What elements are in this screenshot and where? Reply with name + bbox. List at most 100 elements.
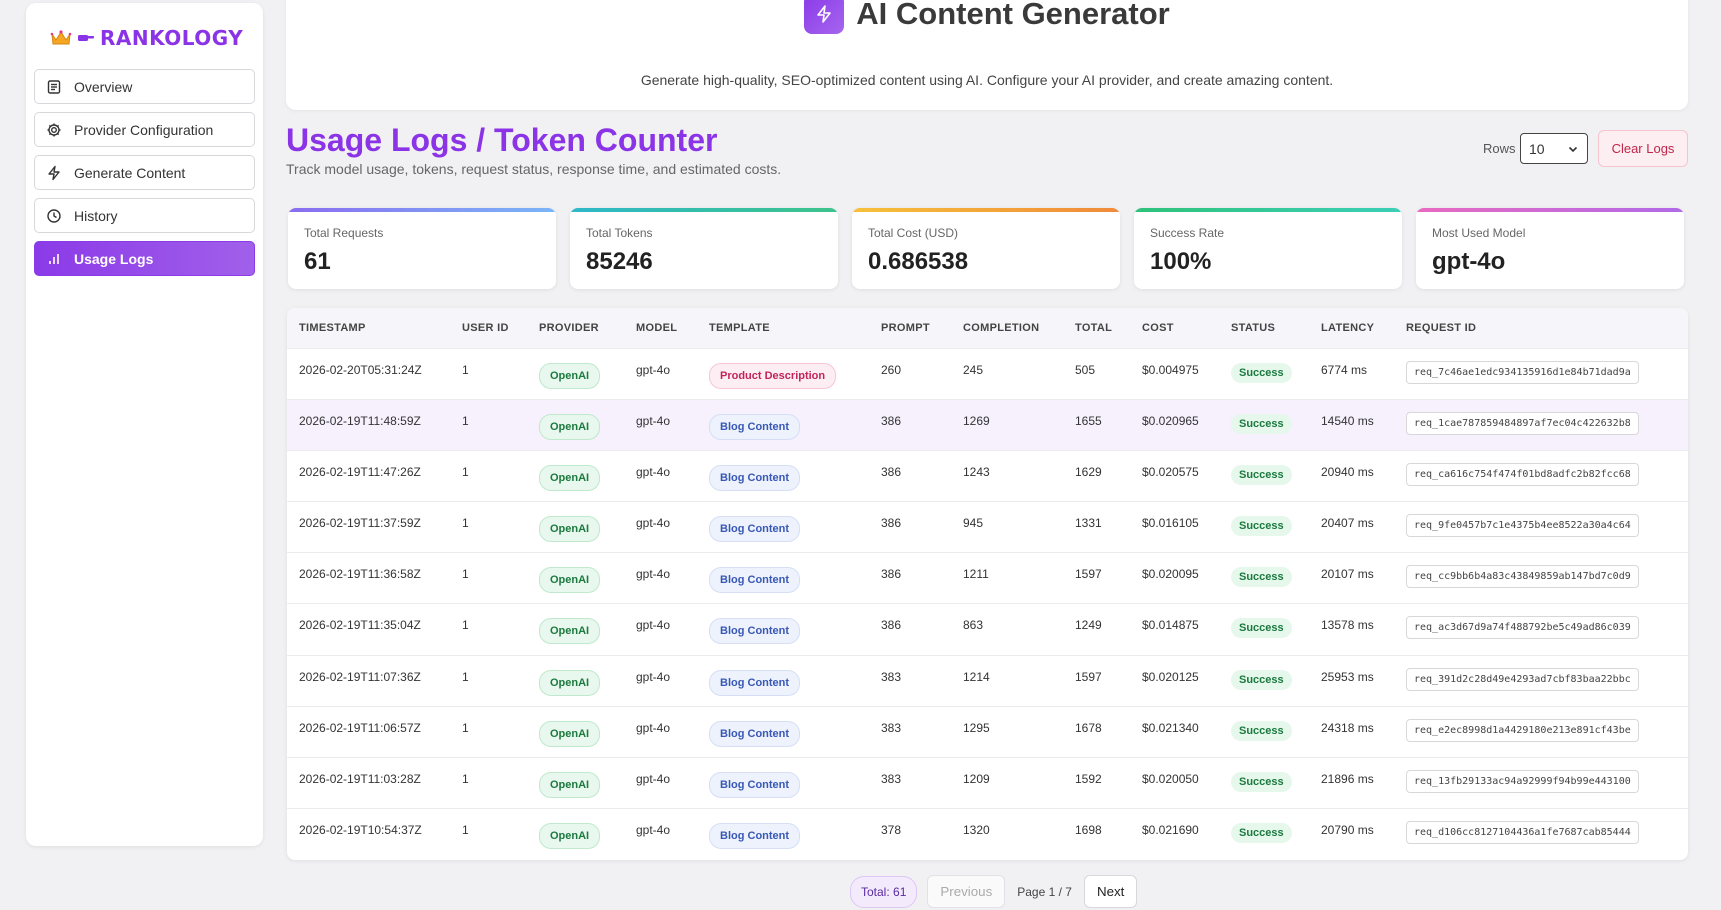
column-header-total[interactable]: TOTAL [1075, 321, 1113, 334]
sidebar-item-overview[interactable]: Overview [34, 69, 255, 104]
table-row[interactable]: 2026-02-19T11:07:36Z 1 OpenAI gpt-4o Blog Co… [287, 655, 1688, 706]
cell-prompt: 386 [881, 516, 902, 531]
status-badge: Success [1231, 567, 1292, 588]
brand-name: RANKOLOGY [100, 26, 244, 50]
cell-cost: $0.020965 [1142, 413, 1199, 428]
cell-status: Success [1219, 348, 1309, 399]
provider-badge: OpenAI [539, 720, 601, 747]
table-row[interactable]: 2026-02-19T11:35:04Z 1 OpenAI gpt-4o Blog Co… [287, 603, 1688, 655]
column-header-timestamp[interactable]: TIMESTAMP [299, 321, 366, 334]
table-row[interactable]: 2026-02-19T11:47:26Z 1 OpenAI gpt-4o Blog Co… [287, 450, 1688, 501]
bolt-icon [804, 0, 845, 34]
cell-timestamp: 2026-02-19T11:35:04Z [299, 618, 421, 633]
table-row[interactable]: 2026-02-19T11:37:59Z 1 OpenAI gpt-4o Blog Co… [287, 501, 1688, 553]
cell-model: gpt-4o [636, 823, 671, 838]
cell-timestamp: 2026-02-19T11:47:26Z [299, 464, 421, 479]
cell-timestamp: 2026-02-19T11:48:59Z [299, 413, 421, 428]
provider-badge: OpenAI [539, 618, 601, 645]
cell-model: gpt-4o [636, 362, 671, 377]
column-header-prompt[interactable]: PROMPT [881, 321, 930, 334]
sidebar-item-usage-logs[interactable]: Usage Logs [34, 241, 255, 276]
chevron-down-icon [1568, 146, 1578, 152]
cell-prompt: 386 [881, 464, 902, 479]
column-header-latency[interactable]: LATENCY [1321, 321, 1375, 334]
next-page-button[interactable]: Next [1083, 875, 1138, 908]
cell-total: 1597 [1075, 567, 1102, 582]
header-title-row: AI Content Generator [286, 0, 1688, 34]
template-badge: Blog Content [709, 823, 801, 850]
request-id-code[interactable]: req_cc9bb6b4a83c43849859ab147bd7c0d9 [1406, 565, 1639, 589]
sidebar-item-history[interactable]: History [34, 198, 255, 233]
cell-completion: 1243 [963, 464, 990, 479]
provider-badge: OpenAI [539, 464, 601, 491]
stat-label: Total Cost (USD) [868, 226, 959, 240]
header-card: AI Content Generator Generate high-quali… [286, 0, 1688, 110]
request-id-code[interactable]: req_391d2c28d49e4293ad7cbf83baa22bbc [1406, 667, 1639, 691]
request-id-code[interactable]: req_e2ec8998d1a4429180e213e891cf43be [1406, 718, 1639, 742]
sidebar-item-provider-configuration[interactable]: Provider Configuration [34, 112, 255, 147]
cell-prompt: 378 [881, 823, 902, 838]
cell-status: Success [1219, 399, 1309, 450]
previous-page-button[interactable]: Previous [927, 875, 1006, 908]
request-id-code[interactable]: req_9fe0457b7c1e4375b4ee8522a30a4c64 [1406, 514, 1639, 538]
request-id-code[interactable]: req_13fb29133ac94a92999f94b99e443100 [1406, 770, 1639, 793]
column-header-status[interactable]: STATUS [1231, 321, 1276, 334]
cell-latency: 20940 ms [1321, 464, 1374, 479]
cell-cost: $0.021690 [1142, 823, 1199, 838]
table-row[interactable]: 2026-02-19T11:06:57Z 1 OpenAI gpt-4o Blog Co… [287, 706, 1688, 757]
column-header-template[interactable]: TEMPLATE [709, 321, 770, 334]
cell-prompt: 386 [881, 618, 902, 633]
column-header-model[interactable]: MODEL [636, 321, 678, 334]
cell-prompt: 383 [881, 720, 902, 735]
brand-logo[interactable]: RANKOLOGY [34, 23, 255, 53]
cell-timestamp: 2026-02-19T11:36:58Z [299, 567, 421, 582]
cell-latency: 20107 ms [1321, 567, 1374, 582]
cell-template: Blog Content [697, 809, 869, 860]
column-header-completion[interactable]: COMPLETION [963, 321, 1040, 334]
cell-provider: OpenAI [527, 450, 624, 501]
table-row[interactable]: 2026-02-19T11:48:59Z 1 OpenAI gpt-4o Blog Co… [287, 399, 1688, 451]
request-id-code[interactable]: req_ac3d67d9a74f488792be5c49ad86c039 [1406, 616, 1639, 640]
stat-value: 100% [1150, 248, 1212, 275]
stat-value: 61 [304, 248, 331, 275]
stat-value: gpt-4o [1432, 248, 1506, 275]
stat-label: Success Rate [1150, 226, 1225, 240]
cell-cost: $0.020125 [1142, 669, 1199, 684]
cell-latency: 25953 ms [1321, 669, 1374, 684]
clear-logs-button[interactable]: Clear Logs [1598, 130, 1688, 167]
stat-card-total-cost: Total Cost (USD) 0.686538 [852, 208, 1120, 289]
rows-select[interactable]: 10 [1520, 133, 1588, 164]
cell-model: gpt-4o [636, 720, 671, 735]
cell-completion: 1295 [963, 720, 990, 735]
status-badge: Success [1231, 464, 1292, 485]
cell-provider: OpenAI [527, 809, 624, 860]
table-row[interactable]: 2026-02-19T11:03:28Z 1 OpenAI gpt-4o Blog Co… [287, 757, 1688, 809]
stat-label: Total Requests [304, 226, 384, 240]
cell-completion: 1211 [963, 567, 989, 582]
cell-cost: $0.004975 [1142, 362, 1199, 377]
table-row[interactable]: 2026-02-19T10:54:37Z 1 OpenAI gpt-4o Blog Co… [287, 808, 1688, 860]
cell-template: Blog Content [697, 553, 869, 604]
request-id-code[interactable]: req_1cae787859484897af7ec04c422632b8 [1406, 411, 1639, 435]
column-header-cost[interactable]: COST [1142, 321, 1174, 334]
table-row[interactable]: 2026-02-20T05:31:24Z 1 OpenAI gpt-4o Product… [287, 348, 1688, 399]
cell-user-id: 1 [462, 669, 469, 684]
column-header-request-id[interactable]: REQUEST ID [1406, 321, 1477, 334]
cell-provider: OpenAI [527, 399, 624, 450]
table-row[interactable]: 2026-02-19T11:36:58Z 1 OpenAI gpt-4o Blog Co… [287, 552, 1688, 604]
column-header-provider[interactable]: PROVIDER [539, 321, 599, 334]
stat-card-total-requests: Total Requests 61 [288, 208, 556, 289]
column-header-user-id[interactable]: USER ID [462, 321, 509, 334]
request-id-code[interactable]: req_d106cc8127104436a1fe7687cab85444 [1406, 821, 1639, 845]
request-id-code[interactable]: req_7c46ae1edc934135916d1e84b71dad9a [1406, 360, 1639, 384]
status-badge: Success [1231, 362, 1292, 383]
cell-total: 1331 [1075, 516, 1102, 531]
sidebar-item-label: Generate Content [74, 164, 186, 181]
sidebar-item-generate-content[interactable]: Generate Content [34, 155, 255, 190]
provider-badge: OpenAI [539, 823, 601, 850]
request-id-code[interactable]: req_ca616c754f474f01bd8adfc2b82fcc68 [1406, 462, 1639, 486]
cell-provider: OpenAI [527, 502, 624, 553]
cell-template: Blog Content [697, 758, 869, 809]
cell-user-id: 1 [462, 567, 469, 582]
sidebar: RANKOLOGY Overview Provider Configuratio… [26, 3, 263, 846]
